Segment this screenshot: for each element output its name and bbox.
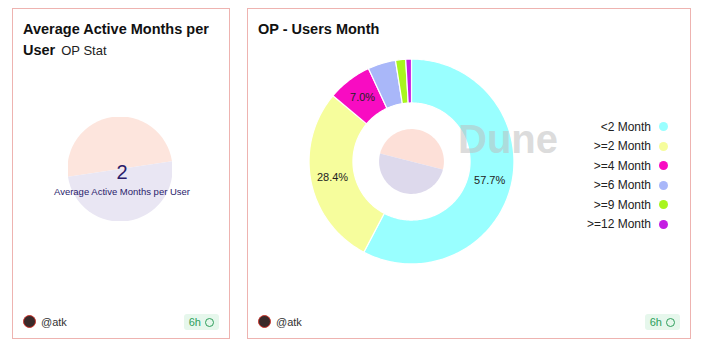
html-text:<2 Month: <2 Month (600, 119, 651, 134)
html-text:Average Active Months per User: Average Active Months per User (54, 186, 190, 197)
html-text:>=6 Month: >=6 Month (593, 178, 651, 193)
html-text:Average Active Months per User: Average Active Months per User OP Stat (23, 21, 209, 58)
html-text:2: 2 (116, 161, 128, 183)
html-text:OP - Users Month: OP - Users Month (258, 21, 380, 37)
svg-text:57.7%: 57.7% (474, 174, 505, 186)
html-text:>=12 Month: >=12 Month (586, 217, 651, 232)
svg-text:7.0%: 7.0% (350, 91, 375, 103)
html-text:>=4 Month: >=4 Month (593, 158, 651, 173)
html-text:@atk: @atk (41, 315, 67, 328)
html-text:6h: 6h (188, 316, 201, 328)
html-text:Dune: Dune (458, 117, 558, 161)
svg-text:28.4%: 28.4% (317, 171, 348, 183)
html-text:>=2 Month: >=2 Month (593, 139, 651, 154)
html-text:>=9 Month: >=9 Month (593, 197, 651, 212)
html-text:@atk: @atk (276, 315, 302, 328)
html-text:6h: 6h (649, 316, 662, 328)
